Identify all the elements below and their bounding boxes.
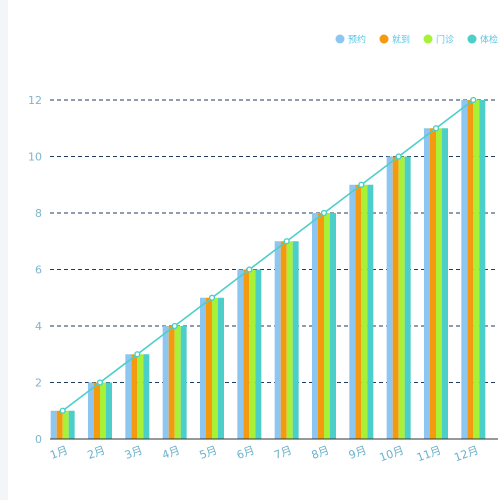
bar-2-6 [243,269,250,439]
bar-4-9 [367,184,374,439]
trend-point-12 [470,96,477,104]
trend-point-5 [208,294,216,301]
bar-3-11 [436,128,442,439]
axes: 0 2 4 6 8 10 12 1月 2月 3月 4月 5月 6月 7月 8月 9月 10月 11月 12月 [28,94,498,464]
y-tick-label: 4 [35,320,42,333]
x-tick-label: 8月 [310,444,331,462]
bar-3-9 [361,184,368,439]
bar-1-12 [461,100,468,439]
x-tick-label: 5月 [198,444,219,462]
trend-line [62,99,474,412]
x-tick-label: 2月 [86,444,107,462]
x-tick-label: 7月 [272,444,293,462]
bar-3-1 [62,410,69,439]
x-tick-label: 4月 [160,444,181,462]
trend-point-10 [395,153,402,160]
trend-point-8 [320,209,328,217]
bar-2-7 [280,241,287,439]
legend-marker-2 [379,34,389,44]
bar-2-11 [430,128,436,439]
bar-2-3 [131,354,138,439]
bar-1-7 [274,241,281,439]
bar-2-10 [392,156,399,439]
x-tick-label: 9月 [347,444,368,462]
bar-4-11 [442,128,448,439]
trend-line-group [59,96,477,414]
bar-1-3 [125,354,132,439]
trend-point-3 [134,351,141,358]
bar-1-2 [88,382,94,439]
bar-2-12 [467,100,474,439]
bar-3-5 [212,297,218,439]
bar-3-12 [473,100,480,439]
y-tick-label: 12 [28,94,42,107]
legend-label-3: 门诊 [436,34,454,46]
legend-marker-1 [335,34,345,44]
legend-marker-4 [467,34,477,44]
bar-1-6 [237,269,244,439]
x-tick-label: 6月 [235,444,256,462]
trend-point-4 [171,322,178,330]
bar-1-5 [200,297,206,439]
bar-1-8 [312,213,318,439]
bar-2-5 [206,297,212,439]
y-tick-label: 0 [35,433,42,446]
trend-point-1 [59,407,66,414]
legend-label-4: 体检 [480,34,498,46]
bar-2-2 [94,382,100,439]
bar-1-10 [386,156,393,439]
trend-point-6 [246,266,253,273]
trend-point-9 [358,181,365,188]
bar-1-9 [349,184,356,439]
legend-label-2: 就到 [392,34,410,46]
bar-2-9 [355,184,362,439]
x-tick-label: 10月 [378,444,406,465]
x-tick-label: 3月 [123,444,144,462]
legend-label-1: 预约 [348,34,366,46]
bar-3-10 [398,156,405,439]
bar-2-1 [56,410,63,439]
bar-4-4 [180,326,187,439]
bars [50,100,486,439]
bar-3-4 [174,326,181,439]
y-tick-label: 10 [28,151,42,164]
bar-4-7 [292,241,299,439]
bar-1-1 [50,410,57,439]
trend-point-7 [283,238,290,245]
bar-2-4 [168,326,175,439]
bar-3-3 [137,354,144,439]
bar-3-7 [286,241,293,439]
bar-4-12 [479,100,486,439]
bar-4-6 [255,269,262,439]
x-tick-label: 12月 [452,444,480,465]
bar-3-8 [324,213,330,439]
bar-4-2 [106,382,112,439]
legend: 预约 就到 门诊 体检 [335,34,498,46]
bar-1-4 [162,326,169,439]
y-tick-label: 6 [35,264,42,277]
y-tick-label: 2 [35,377,42,390]
trend-point-11 [432,125,440,132]
y-tick-label: 8 [35,207,42,220]
x-tick-label: 11月 [415,444,443,465]
trend-point-2 [96,379,104,386]
bar-4-8 [330,213,336,439]
x-tick-label: 1月 [48,444,69,462]
bar-1-11 [424,128,430,439]
gridlines [50,99,498,383]
bar-4-1 [68,410,75,439]
bar-4-3 [143,354,150,439]
bar-4-5 [218,297,224,439]
bar-2-8 [318,213,324,439]
legend-marker-3 [423,34,433,44]
bar-3-2 [100,382,106,439]
bar-3-6 [249,269,256,439]
bar-4-10 [404,156,411,439]
